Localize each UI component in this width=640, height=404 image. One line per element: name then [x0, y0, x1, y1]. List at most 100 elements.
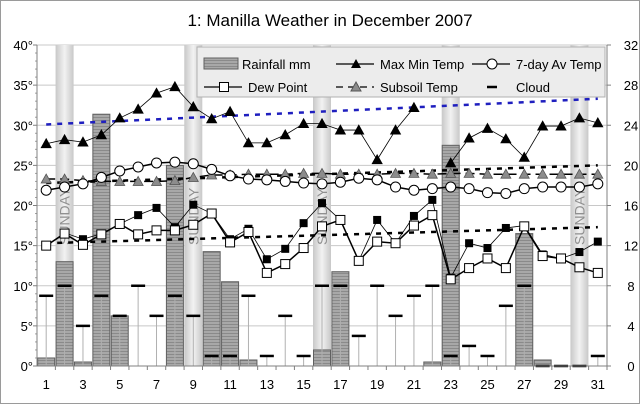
seven-day-av-marker: [426, 183, 438, 195]
dew-point-marker: [280, 259, 291, 270]
rainfall-bar: [202, 251, 221, 367]
y-right-tick-label: 20: [624, 158, 638, 173]
subsoil-temp-marker: [389, 167, 402, 178]
dew-point-marker: [59, 228, 70, 239]
seven-day-av-marker: [371, 174, 383, 186]
seven-day-av-marker: [353, 172, 365, 184]
seven-day-av-marker: [463, 183, 475, 195]
min-temp-marker: [78, 235, 87, 244]
seven-day-av-marker: [187, 158, 199, 170]
y-left-tick-label: 5°: [21, 319, 33, 334]
subsoil-temp-marker: [408, 167, 420, 178]
dew-point-marker: [353, 255, 364, 266]
x-tick-label: 11: [223, 377, 237, 392]
max-min-temp-marker: [77, 136, 89, 147]
dew-point-marker: [500, 263, 511, 274]
sunday-label: SUNDAY: [571, 187, 587, 245]
dew-point-marker: [574, 262, 585, 273]
seven-day-av-marker: [206, 163, 218, 175]
subsoil-temp-marker: [150, 175, 163, 186]
seven-day-av-marker: [334, 176, 346, 188]
max-min-temp-marker: [242, 137, 255, 148]
max-min-temp-marker: [536, 120, 549, 131]
subsoil-temp-marker: [463, 167, 475, 178]
y-right-tick-label: 16: [624, 199, 638, 214]
y-left-tick-label: 10°: [13, 279, 33, 294]
x-tick-label: 3: [79, 377, 86, 392]
max-min-temp-marker: [555, 120, 567, 131]
legend-label: Rainfall mm: [242, 57, 311, 72]
seven-day-av-marker: [279, 175, 291, 187]
legend-label: 7-day Av Temp: [516, 57, 602, 72]
subsoil-temp-marker: [536, 168, 549, 179]
dew-point-marker: [519, 221, 530, 232]
dew-point-marker: [133, 229, 144, 240]
legend-label: Max Min Temp: [380, 57, 464, 72]
subsoil-temp-marker: [316, 167, 328, 178]
x-tick-label: 1: [43, 377, 50, 392]
x-tick-label: 19: [370, 377, 384, 392]
seven-day-av-marker: [481, 187, 493, 199]
seven-day-av-marker: [592, 178, 604, 190]
dew-point-marker: [169, 225, 180, 236]
trendline: [46, 225, 598, 245]
seven-day-av-marker: [408, 184, 420, 196]
max-min-temp-marker: [445, 157, 457, 168]
subsoil-temp-marker: [445, 167, 457, 178]
max-min-temp-marker: [481, 122, 494, 133]
max-min-temp-marker: [279, 129, 291, 140]
x-tick-label: 7: [153, 377, 160, 392]
max-min-temp-marker: [371, 153, 383, 165]
y-right-tick-label: 4: [627, 319, 634, 334]
x-tick-label: 9: [190, 377, 197, 392]
seven-day-av-marker: [77, 178, 89, 190]
subsoil-temp-marker: [40, 173, 52, 184]
min-temp-marker: [483, 244, 492, 253]
min-temp-marker: [593, 237, 602, 246]
max-min-temp-marker: [114, 112, 126, 123]
seven-day-av-marker: [537, 181, 549, 193]
chart-title: 1: Manilla Weather in December 2007: [187, 11, 472, 30]
seven-day-av-marker: [298, 177, 310, 189]
seven-day-av-marker: [500, 187, 512, 199]
y-right-tick-label: 0: [627, 359, 634, 374]
dew-point-marker: [556, 253, 567, 264]
x-tick-label: 31: [591, 377, 605, 392]
dew-point-marker: [243, 226, 254, 237]
max-min-temp-marker: [187, 100, 199, 112]
subsoil-temp-marker: [518, 168, 530, 179]
seven-day-av-marker: [573, 181, 585, 193]
dew-point-marker: [41, 240, 52, 251]
seven-day-av-marker: [59, 181, 71, 193]
dew-point-marker: [335, 214, 346, 225]
legend-label: Cloud: [516, 80, 550, 95]
dew-point-marker: [427, 210, 438, 221]
legend-triangle-marker: [351, 59, 361, 68]
x-tick-label: 21: [407, 377, 421, 392]
dew-point-marker: [390, 238, 401, 249]
dew-point-marker: [408, 220, 419, 231]
subsoil-temp-marker: [132, 175, 144, 186]
seven-day-av-marker: [390, 181, 402, 193]
y-left-tick-label: 30°: [13, 118, 33, 133]
max-min-temp-marker: [592, 117, 604, 128]
y-left-tick-label: 20°: [13, 199, 33, 214]
subsoil-temp-marker: [481, 168, 494, 179]
legend-label: Subsoil Temp: [380, 80, 458, 95]
min-temp-marker: [575, 248, 584, 257]
dew-point-marker: [96, 229, 107, 240]
legend-gray-triangle-marker: [350, 80, 362, 92]
subsoil-temp-marker: [297, 167, 310, 178]
seven-day-av-marker: [518, 183, 530, 195]
max-min-temp-marker: [205, 113, 218, 124]
min-temp-marker: [281, 244, 290, 253]
dew-point-marker: [464, 263, 475, 274]
seven-day-av-marker: [95, 171, 107, 183]
trendline: [46, 97, 598, 126]
subsoil-temp-marker: [114, 175, 126, 186]
dew-point-marker: [225, 237, 236, 248]
max-min-temp-marker: [224, 105, 236, 117]
min-temp-marker: [465, 239, 474, 248]
max-min-temp-marker: [297, 117, 310, 129]
dew-point-marker: [261, 267, 272, 278]
